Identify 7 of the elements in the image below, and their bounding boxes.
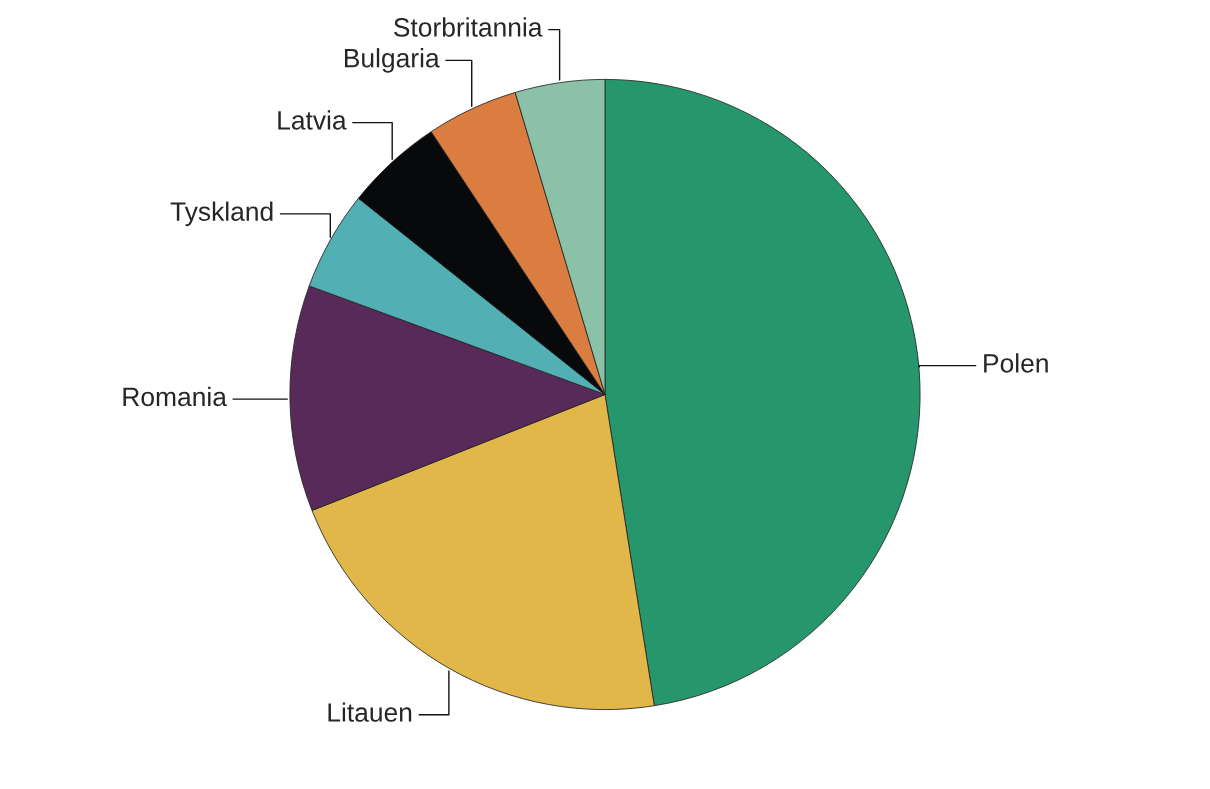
slice-label: Bulgaria bbox=[344, 48, 440, 73]
slice-label: Latvia bbox=[278, 110, 347, 130]
slice-label: Romania bbox=[123, 386, 227, 407]
slice-label: Polen bbox=[984, 353, 1048, 373]
slice-label: Litauen bbox=[328, 702, 412, 722]
slice-label: Tyskland bbox=[170, 201, 273, 227]
slice-label: Storbritannia bbox=[394, 17, 543, 37]
